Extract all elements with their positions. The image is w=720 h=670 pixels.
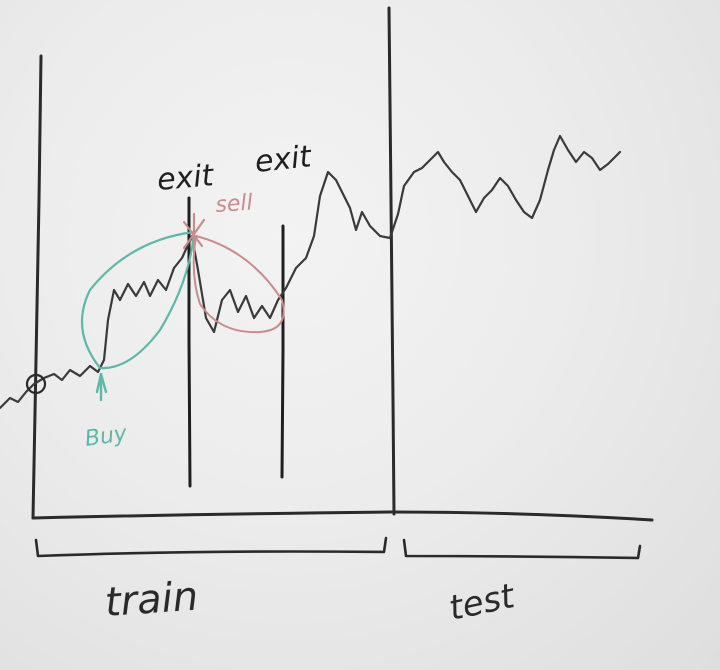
sell-loop	[192, 235, 285, 334]
start-point-marker	[25, 373, 47, 395]
train-test-divider	[387, 6, 396, 516]
sell-label: sell	[215, 190, 254, 218]
buy-label: Buy	[83, 421, 129, 452]
buy-arrow	[95, 372, 108, 402]
test-bracket	[402, 538, 642, 560]
x-axis	[31, 510, 654, 522]
price-series-line	[0, 134, 622, 410]
test-label: test	[446, 576, 520, 629]
exit-label-1: exit	[156, 158, 216, 198]
buy-loop	[80, 230, 196, 370]
y-axis	[31, 54, 43, 520]
train-label: train	[103, 574, 199, 626]
train-bracket	[34, 536, 388, 558]
exit-label-2: exit	[253, 139, 314, 180]
exit-line-1	[187, 196, 192, 488]
exit-line-2	[280, 224, 285, 479]
